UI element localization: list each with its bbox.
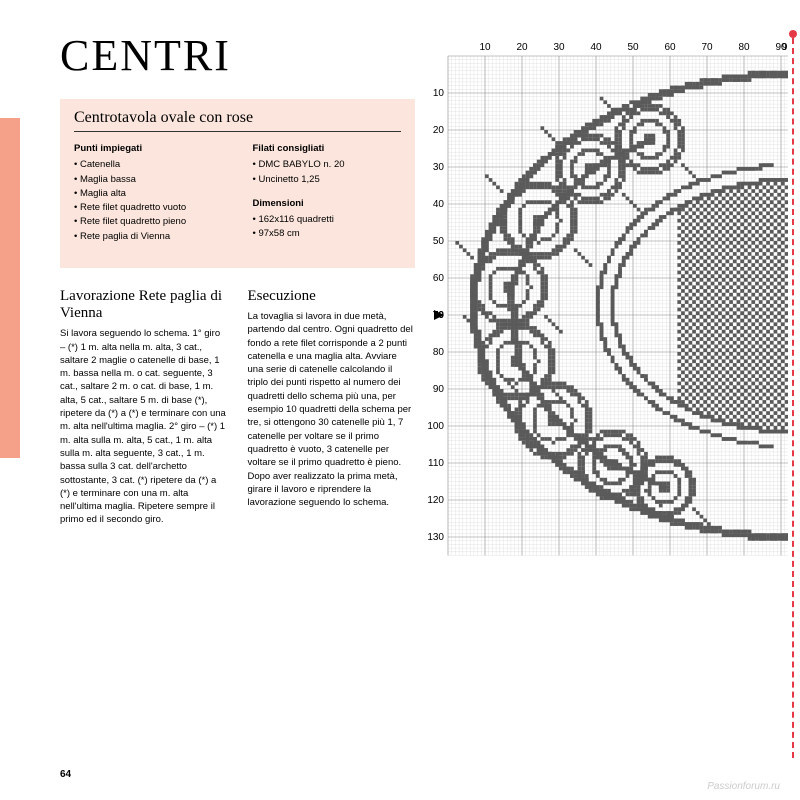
svg-text:70: 70 <box>701 42 713 53</box>
crochet-chart: 1020304050607080909102030405060708090100… <box>426 38 788 758</box>
svg-text:60: 60 <box>664 42 676 53</box>
watermark: Passionforum.ru <box>707 781 780 792</box>
info-list-item: Uncinetto 1,25 <box>253 173 402 187</box>
svg-text:80: 80 <box>738 42 750 53</box>
accent-sidebar <box>0 118 20 458</box>
info-list-item: DMC BABYLO n. 20 <box>253 158 402 172</box>
svg-text:120: 120 <box>427 495 444 506</box>
instructions-col-right: Esecuzione La tovaglia si lavora in due … <box>248 288 416 527</box>
svg-text:80: 80 <box>433 347 445 358</box>
svg-text:10: 10 <box>433 88 445 99</box>
svg-text:10: 10 <box>479 42 491 53</box>
instructions-columns: Lavorazione Rete paglia di Vienna Si lav… <box>60 288 415 527</box>
heading-esecuzione: Esecuzione <box>248 288 416 305</box>
info-list-item: Rete filet quadretto pieno <box>74 215 223 229</box>
svg-text:70: 70 <box>433 310 445 321</box>
body-esecuzione: La tovaglia si lavora in due metà, parte… <box>248 310 416 509</box>
cut-line-dot-icon <box>789 30 797 38</box>
info-list-item: Rete paglia di Vienna <box>74 230 223 244</box>
info-heading-thread: Filati consigliati <box>253 142 402 156</box>
svg-text:30: 30 <box>433 162 445 173</box>
svg-text:40: 40 <box>433 199 445 210</box>
info-list-dimensions: 162x116 quadretti97x58 cm <box>253 213 402 242</box>
body-lavorazione: Si lavora seguendo lo schema. 1° giro – … <box>60 327 228 526</box>
project-subtitle: Centrotavola ovale con rose <box>74 109 401 132</box>
info-heading-stitches: Punti impiegati <box>74 142 223 156</box>
svg-text:50: 50 <box>433 236 445 247</box>
svg-text:40: 40 <box>590 42 602 53</box>
cut-line <box>792 38 794 758</box>
info-list-item: Catenella <box>74 158 223 172</box>
page-number: 64 <box>60 769 71 780</box>
svg-text:20: 20 <box>516 42 528 53</box>
info-list-item: 162x116 quadretti <box>253 213 402 227</box>
materials-box: Centrotavola ovale con rose Punti impieg… <box>60 99 415 268</box>
info-list-stitches: CatenellaMaglia bassaMaglia altaRete fil… <box>74 158 223 244</box>
svg-text:90: 90 <box>433 384 445 395</box>
svg-text:9: 9 <box>782 42 788 53</box>
svg-text:110: 110 <box>428 458 444 469</box>
info-list-item: Rete filet quadretto vuoto <box>74 201 223 215</box>
info-list-item: Maglia alta <box>74 187 223 201</box>
info-list-item: Maglia bassa <box>74 173 223 187</box>
instructions-col-left: Lavorazione Rete paglia di Vienna Si lav… <box>60 288 228 527</box>
svg-text:60: 60 <box>433 273 445 284</box>
svg-text:130: 130 <box>427 532 444 543</box>
svg-text:100: 100 <box>427 421 444 432</box>
svg-text:20: 20 <box>433 125 445 136</box>
svg-text:50: 50 <box>627 42 639 53</box>
info-list-thread: DMC BABYLO n. 20Uncinetto 1,25 <box>253 158 402 187</box>
info-heading-dimensions: Dimensioni <box>253 197 402 211</box>
info-column-materials: Filati consigliati DMC BABYLO n. 20Uncin… <box>253 142 402 254</box>
info-list-item: 97x58 cm <box>253 227 402 241</box>
svg-text:30: 30 <box>553 42 565 53</box>
heading-lavorazione: Lavorazione Rete paglia di Vienna <box>60 288 228 323</box>
info-column-stitches: Punti impiegati CatenellaMaglia bassaMag… <box>74 142 223 254</box>
